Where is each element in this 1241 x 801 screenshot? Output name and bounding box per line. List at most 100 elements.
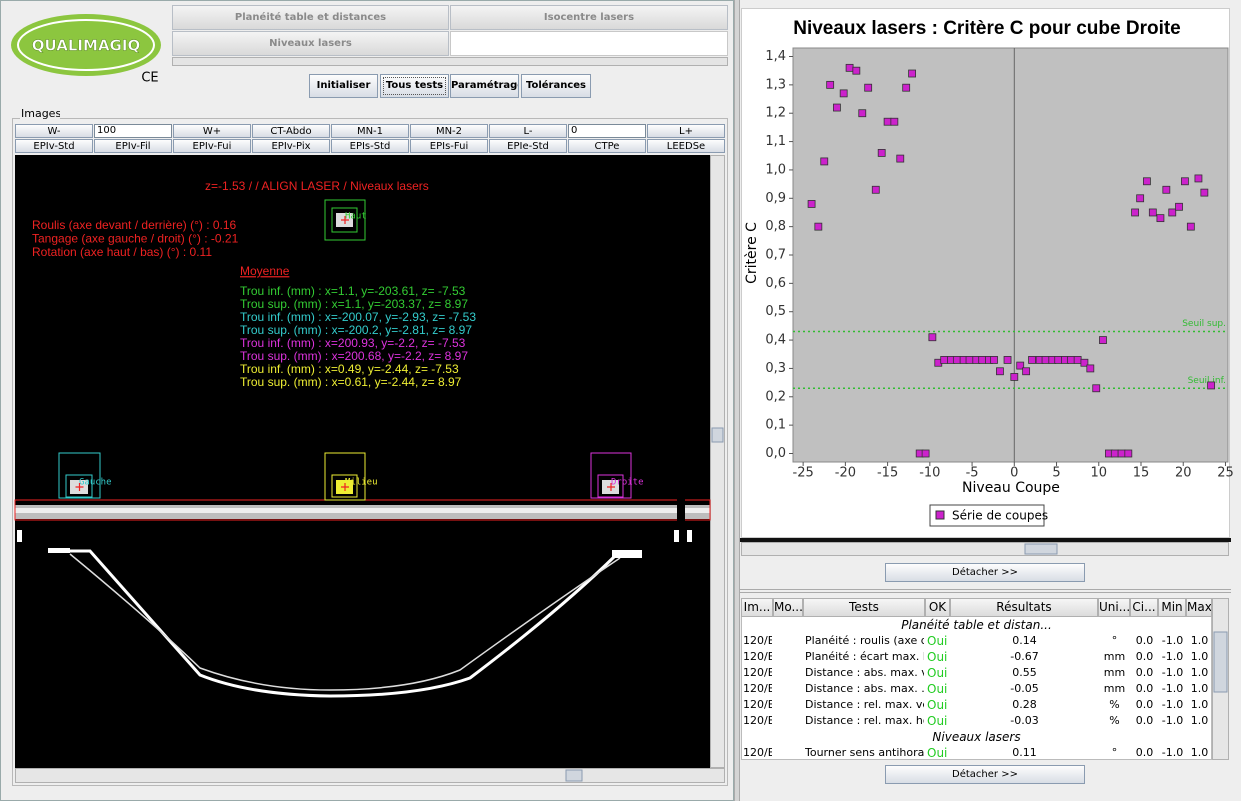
tab[interactable]: Niveaux lasers [172,31,449,56]
image-button[interactable]: MN-2 [410,124,488,138]
table-cell: Distance : abs. max. ... [805,682,924,695]
image-button[interactable]: EPIv-Fui [173,139,251,153]
table-cell: % [1109,698,1120,711]
table-cell: Oui [927,746,948,760]
viewer-vscroll [710,155,725,768]
chart-panel [741,8,1230,538]
table-cell: -1.0 [1161,666,1184,679]
table-cell: 120/B [743,650,772,663]
detach-button[interactable]: Détacher >> [885,765,1085,784]
table-cell: 0.14 [1012,634,1037,647]
toolbar-button[interactable]: Tolérances [521,74,591,98]
table-cell: 1.0 [1190,682,1209,695]
image-button[interactable]: EPIv-Pix [252,139,330,153]
viewer-hscroll [15,768,725,783]
table-cell: 0.0 [1135,666,1154,679]
image-button[interactable]: W+ [173,124,251,138]
image-button[interactable]: W- [15,124,93,138]
table-cell: Oui [927,666,948,680]
table-cell: Tourner sens antihora... [805,746,924,759]
table-cell: Oui [927,698,948,712]
table-cell: 120/B [743,634,772,647]
image-button[interactable]: CT-Abdo [252,124,330,138]
image-button[interactable]: EPIe-Std [489,139,567,153]
image-button[interactable]: LEEDSe [647,139,725,153]
table-cell: mm [1103,650,1126,663]
table-cell: 0.55 [1012,666,1037,679]
table-cell: Distance : rel. max. ho... [805,714,924,727]
image-button[interactable]: MN-1 [331,124,409,138]
table-cell: Oui [927,682,948,696]
table-cell: Planéité : écart max. h... [805,650,924,663]
table-cell: -1.0 [1161,698,1184,711]
chart-hscroll [741,542,1229,556]
section-title: Niveaux lasers [932,730,1021,744]
column-header: Mo... [773,598,803,617]
table-cell: -1.0 [1161,746,1184,759]
table-cell: mm [1103,682,1126,695]
images-title: Images [20,107,60,121]
column-header: OK [925,598,950,617]
table-cell: 0.0 [1135,698,1154,711]
column-header: Min [1158,598,1186,617]
table-cell: 1.0 [1190,666,1209,679]
table-cell: -0.05 [1010,682,1039,695]
tab[interactable]: Isocentre lasers [450,5,728,30]
table-cell: 120/B [743,746,772,759]
splitter [734,0,740,801]
image-button[interactable]: EPIs-Fui [410,139,488,153]
table-area [741,598,1212,760]
table-cell: ° [1111,746,1118,759]
column-header: Tests [803,598,925,617]
image-button[interactable]: CTPe [568,139,646,153]
image-input[interactable]: 100 [94,124,172,138]
table-cell: -0.03 [1010,714,1039,727]
toolbar-button[interactable]: Paramétrage [450,74,519,98]
image-button[interactable]: EPIv-Std [15,139,93,153]
tab-empty [450,31,728,56]
image-button[interactable]: EPIs-Std [331,139,409,153]
table-cell: -0.67 [1010,650,1039,663]
detach-button[interactable]: Détacher >> [885,563,1085,582]
table-cell: 0.0 [1135,650,1154,663]
section-title: Planéité table et distan... [901,618,1052,632]
image-button[interactable]: EPIv-Fil [94,139,172,153]
tab[interactable]: Planéité table et distances [172,5,449,30]
table-cell: Oui [927,714,948,728]
table-cell: 1.0 [1190,634,1209,647]
table-cell: -1.0 [1161,634,1184,647]
table-cell: 120/B [743,682,772,695]
table-cell: 0.0 [1135,746,1154,759]
table-cell: 120/B [743,666,772,679]
table-cell: 1.0 [1190,650,1209,663]
table-cell: % [1109,714,1120,727]
table-cell: Distance : rel. max. ve... [805,698,924,711]
column-header: Max [1186,598,1212,617]
tab-scrollbar [172,57,728,66]
table-cell: 0.11 [1012,746,1037,759]
image-button[interactable]: L- [489,124,567,138]
table-cell: Planéité : roulis (axe d... [805,634,924,647]
table-cell: -1.0 [1161,714,1184,727]
table-vscroll [1212,598,1229,760]
toolbar-button[interactable]: Initialiser [309,74,378,98]
table-cell: 0.0 [1135,682,1154,695]
table-cell: 1.0 [1190,714,1209,727]
images-group [12,118,728,786]
table-cell: Oui [927,650,948,664]
toolbar-button[interactable]: Tous tests [380,74,449,98]
image-input[interactable]: 0 [568,124,646,138]
table-cell: 0.28 [1012,698,1037,711]
image-button[interactable]: L+ [647,124,725,138]
column-header: Résultats [950,598,1098,617]
table-cell: mm [1103,666,1126,679]
column-header: Ci... [1130,598,1158,617]
table-cell: Distance : abs. max. v... [805,666,924,679]
column-header: Im... [741,598,773,617]
pane-divider [740,589,1231,593]
table-cell: -1.0 [1161,682,1184,695]
table-cell: 1.0 [1190,746,1209,759]
table-cell: 1.0 [1190,698,1209,711]
table-cell: 0.0 [1135,634,1154,647]
